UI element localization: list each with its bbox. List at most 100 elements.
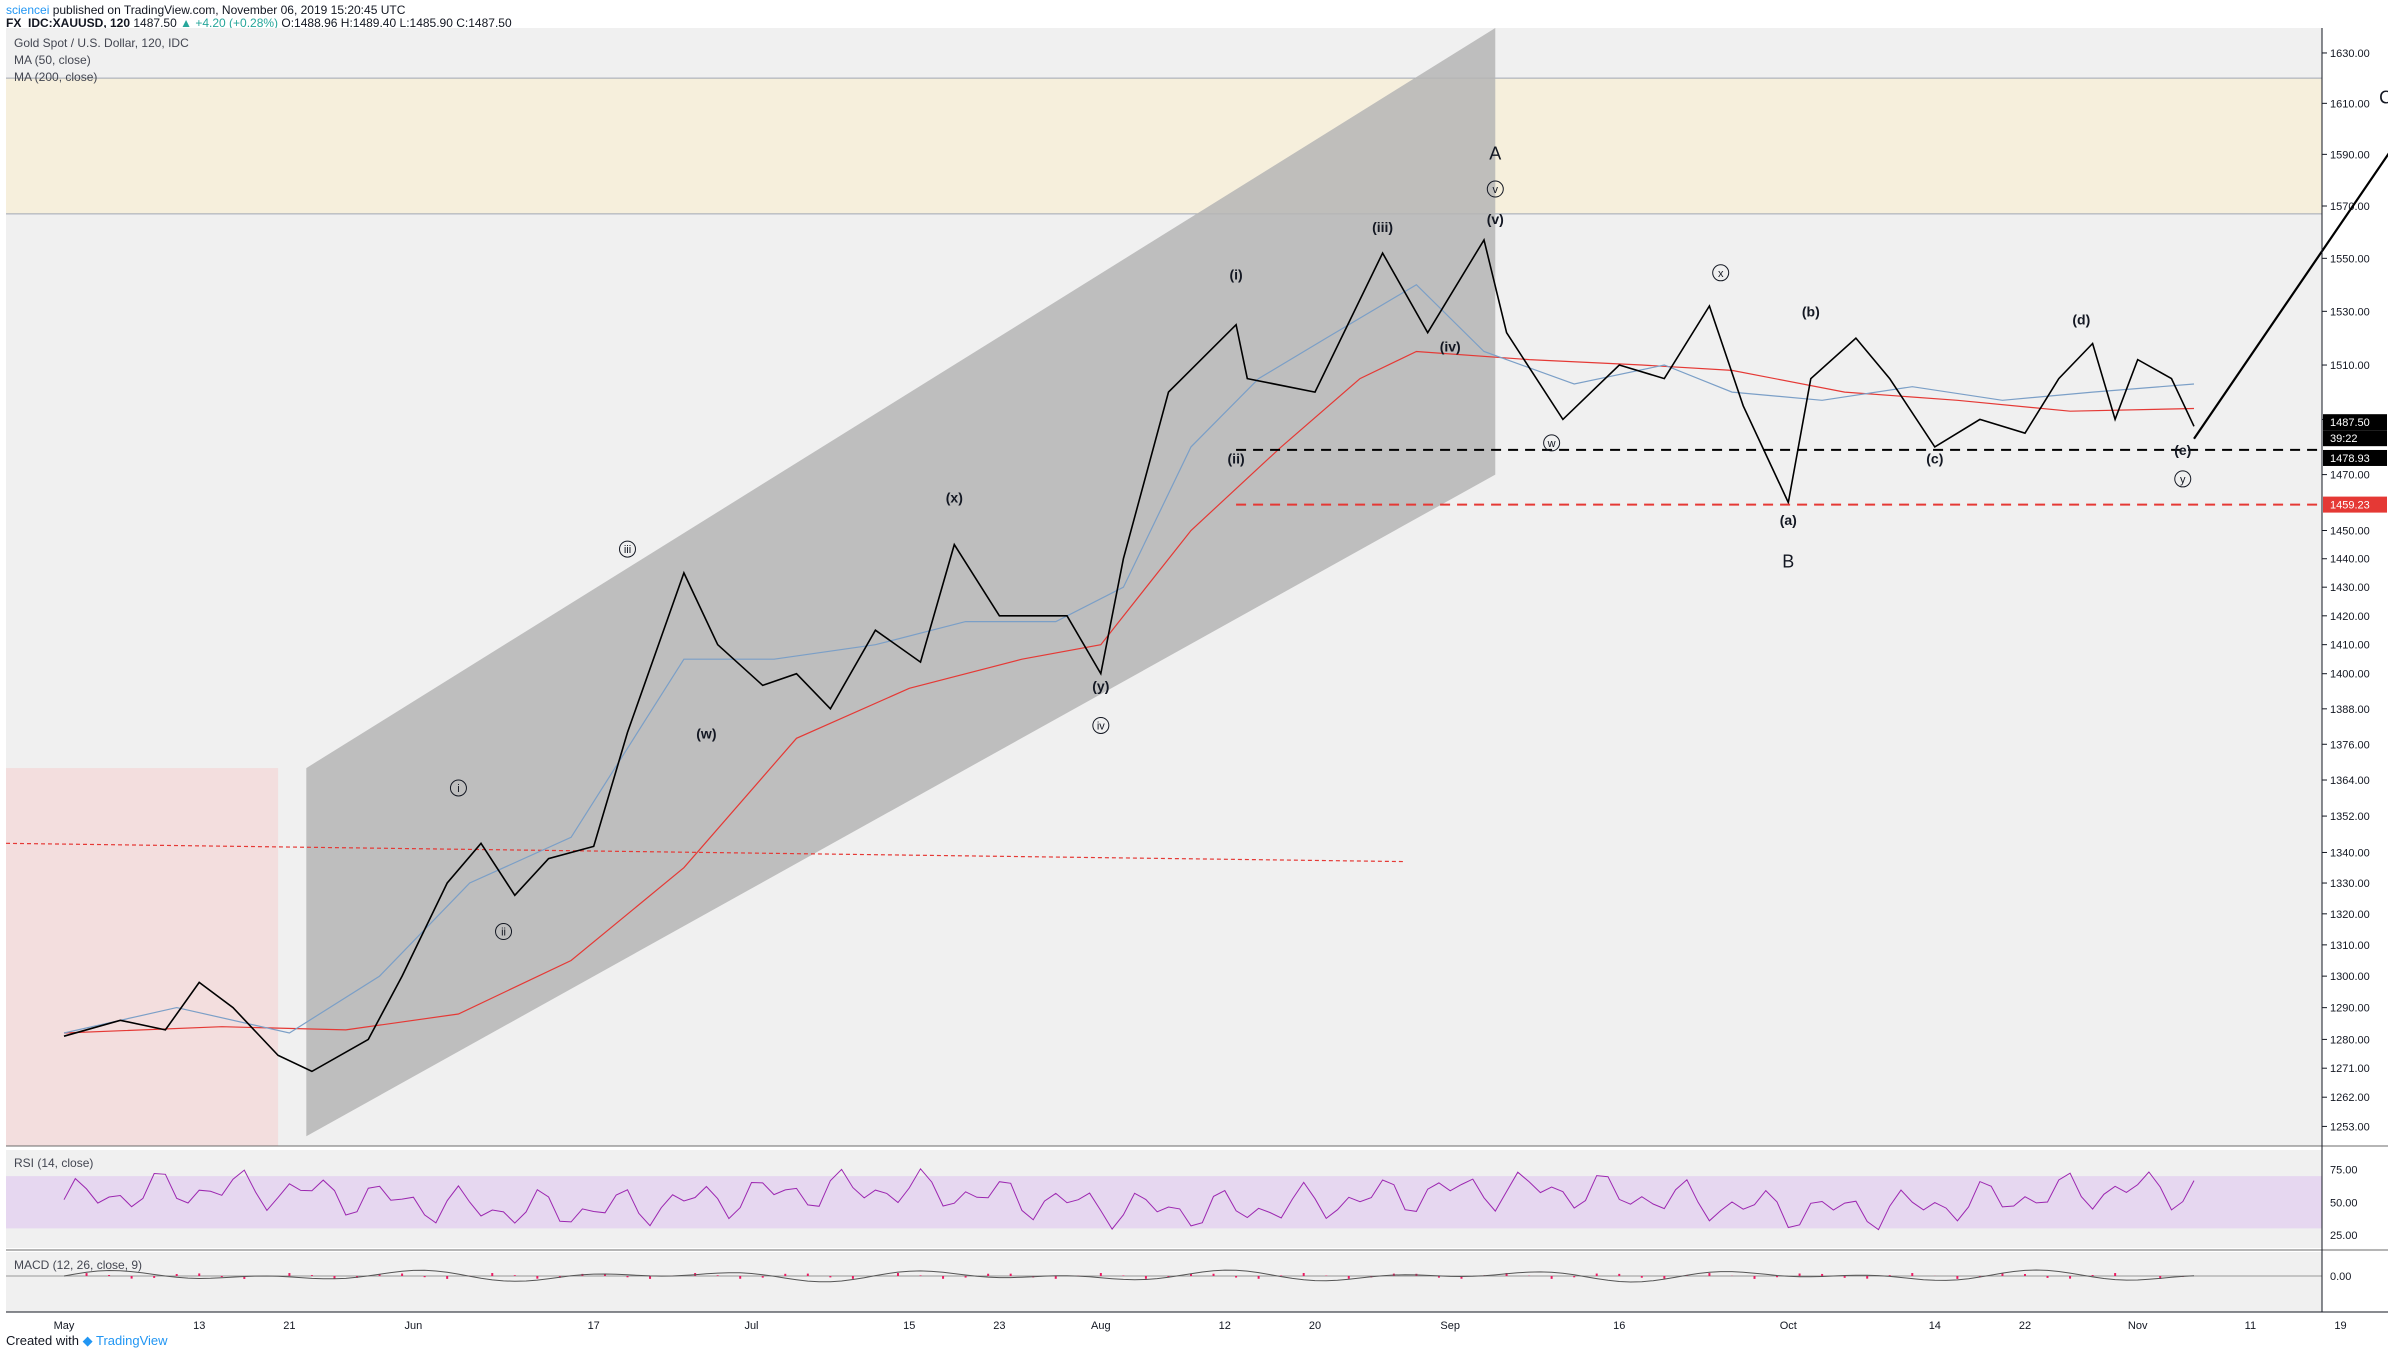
rsi-tick-label: 25.00 [2330,1230,2358,1242]
last-price-tag-bg [2323,414,2387,431]
y-tick-label: 1320.00 [2330,909,2370,921]
x-tick-label: 22 [2019,1320,2031,1332]
x-tick-label: 19 [2334,1320,2346,1332]
ohlc-high: H:1489.40 [340,16,397,30]
y-tick-label: 1271.00 [2330,1063,2370,1075]
ohlc-close: C:1487.50 [456,16,512,30]
tradingview-logo-icon[interactable]: ◆ [82,1333,93,1348]
x-tick-label: Oct [1780,1320,1797,1332]
price-change: ▲ +4.20 (+0.28%) [180,16,279,30]
resistance-zone [6,78,2322,214]
y-tick-label: 1290.00 [2330,1003,2370,1015]
wave-label: (i) [1229,266,1242,282]
wave-label: (d) [2072,312,2090,328]
wave-label: v [1493,184,1499,196]
wave-label: w [1547,438,1556,450]
ohlc-low: L:1485.90 [399,16,453,30]
footer: Created with ◆ TradingView [6,1333,168,1349]
rsi-tick-label: 75.00 [2330,1165,2358,1177]
wave-circle [449,779,467,797]
wave-label: (w) [696,725,716,741]
y-tick-label: 1352.00 [2330,811,2370,823]
y-tick-label: 1310.00 [2330,940,2370,952]
macd-tick-label: 0.00 [2330,1271,2351,1283]
ma50-legend[interactable]: MA (50, close) [14,53,91,67]
symbol-line: FX_IDC:XAUUSD, 120 1487.50 ▲ +4.20 (+0.2… [6,16,512,30]
wave-label: x [1718,268,1724,280]
y-tick-label: 1630.00 [2330,48,2370,60]
countdown-tag-bg [2323,430,2387,447]
symbol-name: FX_IDC:XAUUSD, 120 [6,16,131,30]
y-tick-label: 1300.00 [2330,971,2370,983]
wave-label: C [2379,87,2388,107]
y-tick-label: 1440.00 [2330,554,2370,566]
y-tick-label: 1510.00 [2330,360,2370,372]
price-axis-bg [2322,28,2388,1312]
x-tick-label: Jun [404,1320,422,1332]
wave-circle [619,540,636,558]
support-price-tag-bg [2323,449,2387,466]
rsi-tick-label: 50.00 [2330,1197,2358,1209]
wave-label: B [1782,551,1794,571]
wave-circle [1543,434,1561,452]
y-tick-label: 1570.00 [2330,201,2370,213]
y-tick-label: 1420.00 [2330,611,2370,623]
ma50-line [63,283,2195,1034]
low-line-price-tag-bg [2323,496,2387,513]
wave-label: (iii) [1372,219,1393,235]
x-tick-label: 13 [193,1320,205,1332]
x-tick-label: 21 [283,1320,295,1332]
footer-created: Created with [6,1333,79,1348]
footer-brand[interactable]: TradingView [96,1333,168,1348]
trend-dotted-line [5,842,1406,863]
ma200-line [63,350,2195,1034]
x-tick-label: Sep [1440,1320,1460,1332]
wave-label: (x) [946,489,963,505]
wave-label: ii [501,927,506,939]
published-text: published on TradingView.com, November 0… [52,3,406,17]
y-tick-label: 1430.00 [2330,582,2370,594]
ohlc-open: O:1488.96 [281,16,338,30]
wave-circle [2174,470,2192,488]
y-tick-label: 1388.00 [2330,704,2370,716]
x-tick-label: May [54,1320,75,1332]
countdown-tag: 39:22 [2330,433,2358,445]
wave-label: (iv) [1440,339,1461,355]
wave-circle [495,923,513,941]
projection-path [2193,152,2388,440]
y-tick-label: 1253.00 [2330,1121,2370,1133]
author-link[interactable]: sciencei [6,3,50,17]
wave-label: iii [624,544,631,556]
x-tick-label: 15 [903,1320,915,1332]
y-tick-label: 1410.00 [2330,640,2370,652]
rsi-legend[interactable]: RSI (14, close) [14,1156,94,1170]
x-tick-label: Aug [1091,1320,1111,1332]
rsi-band [6,1176,2322,1229]
wave-label: (v) [1487,211,1504,227]
x-tick-label: 14 [1929,1320,1941,1332]
x-tick-label: 20 [1309,1320,1321,1332]
x-tick-label: Nov [2128,1320,2148,1332]
y-tick-label: 1262.00 [2330,1092,2370,1104]
low-line-price-tag: 1459.23 [2330,500,2370,512]
wave-label: (c) [1926,451,1943,467]
last-price-tag: 1487.50 [2330,417,2370,429]
y-tick-label: 1470.00 [2330,470,2370,482]
pink-range-box [6,768,279,1146]
x-tick-label: 12 [1219,1320,1231,1332]
last-price: 1487.50 [133,16,177,30]
y-tick-label: 1400.00 [2330,669,2370,681]
x-tick-label: 11 [2245,1320,2256,1332]
y-tick-label: 1550.00 [2330,253,2370,265]
ma200-legend[interactable]: MA (200, close) [14,70,98,84]
x-tick-label: 23 [993,1320,1005,1332]
wave-label: y [2180,474,2186,486]
macd-legend[interactable]: MACD (12, 26, close, 9) [14,1258,143,1272]
wave-label: (y) [1092,678,1109,694]
wave-label: (e) [2174,442,2191,458]
y-tick-label: 1340.00 [2330,847,2370,859]
wave-label: iv [1097,720,1105,732]
publish-line: sciencei published on TradingView.com, N… [6,3,405,17]
